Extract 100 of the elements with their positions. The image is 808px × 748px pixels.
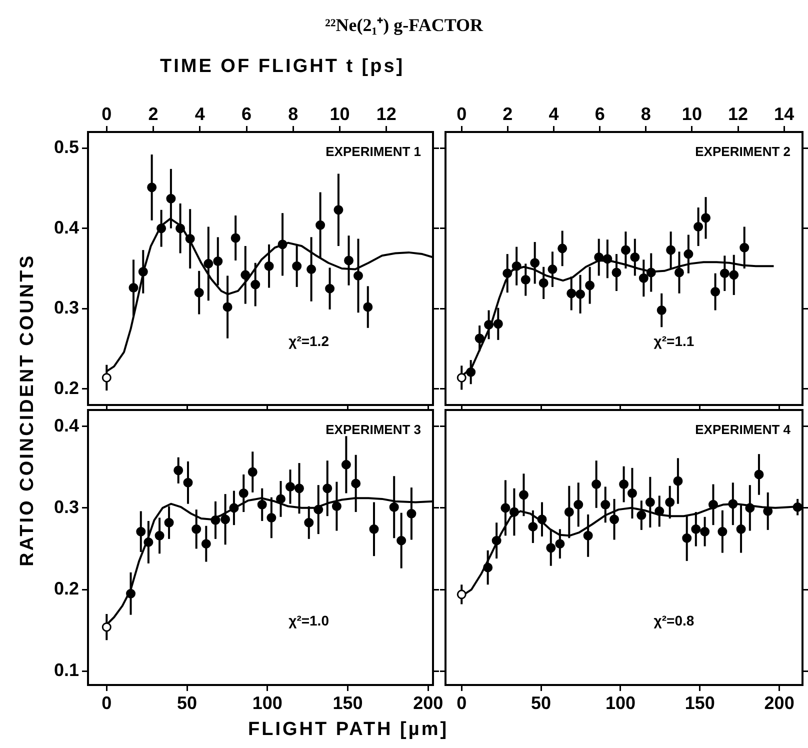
annotation: χ²=1.2 [288, 333, 330, 350]
point [304, 518, 314, 528]
x2-tick-label: 10 [682, 104, 702, 124]
point [546, 543, 556, 553]
point [694, 222, 704, 232]
annotation: χ²=1.1 [654, 333, 694, 350]
point [102, 622, 112, 632]
point [213, 256, 223, 266]
point [396, 536, 406, 546]
point [192, 524, 202, 534]
x-tick-label: 0 [456, 692, 467, 713]
point [638, 273, 648, 283]
point [204, 258, 214, 268]
point [128, 283, 138, 293]
x2-tick-label: 12 [376, 104, 396, 124]
point [102, 372, 112, 382]
point [576, 289, 586, 299]
x-tick-label: 50 [177, 692, 198, 713]
point [512, 261, 522, 271]
point [564, 507, 574, 517]
x-tick-label: 200 [764, 692, 794, 713]
x2-tick-label: 4 [548, 104, 559, 124]
point [612, 268, 622, 278]
point [583, 530, 593, 540]
point [341, 460, 351, 470]
point [691, 524, 701, 534]
point [389, 502, 399, 512]
point [538, 278, 548, 288]
x-tick-label: 100 [252, 692, 282, 713]
point [792, 502, 802, 512]
x2-tick-label: 4 [194, 104, 205, 124]
point [154, 530, 164, 540]
point [619, 480, 629, 490]
x2-tick-label: 8 [288, 104, 298, 124]
point [240, 270, 250, 280]
point [574, 500, 584, 510]
point [558, 244, 568, 254]
x2-tick-label: 14 [774, 104, 794, 124]
point [555, 539, 565, 549]
x2-tick-label: 8 [640, 104, 651, 124]
point [456, 372, 466, 382]
point [710, 287, 720, 297]
point [126, 588, 136, 598]
point [594, 252, 604, 262]
y-tick-label: 0.5 [54, 137, 79, 158]
point [183, 478, 193, 488]
point [316, 220, 326, 230]
point [492, 536, 502, 546]
point [718, 526, 728, 536]
y-tick-label: 0.2 [54, 578, 79, 598]
point [520, 274, 530, 284]
point [406, 508, 416, 518]
point [500, 503, 510, 513]
point [147, 182, 157, 192]
point [592, 480, 602, 490]
point [666, 245, 676, 255]
point [138, 266, 148, 276]
x2-tick-label: 2 [148, 104, 158, 124]
point [745, 503, 755, 513]
point [276, 494, 286, 504]
point [166, 194, 176, 204]
y-tick-label: 0.4 [54, 415, 79, 436]
annotation: EXPERIMENT 3 [326, 422, 421, 438]
point [278, 240, 288, 250]
x-tick-label: 200 [413, 692, 444, 713]
point [248, 467, 258, 477]
point [502, 268, 512, 278]
point [285, 482, 295, 492]
point [682, 533, 692, 543]
point [645, 497, 655, 507]
point [229, 503, 239, 513]
point [684, 249, 694, 259]
point [627, 488, 637, 498]
annotation: EXPERIMENT 1 [326, 144, 421, 160]
point [530, 258, 540, 268]
x2-tick-label: 12 [728, 104, 748, 124]
point [728, 499, 738, 509]
point [174, 466, 184, 476]
point [325, 284, 335, 294]
point [474, 334, 484, 344]
x2-tick-label: 6 [242, 104, 252, 124]
point [210, 515, 220, 525]
chart-title: ²²Ne(2₁⁺) g-FACTOR [324, 14, 484, 36]
point [528, 522, 538, 532]
point [156, 224, 166, 234]
x-tick-label: 150 [684, 692, 715, 713]
point [493, 319, 503, 329]
annotation: EXPERIMENT 2 [695, 144, 790, 160]
point [740, 242, 750, 252]
point [220, 514, 230, 524]
y-tick-label: 0.4 [54, 217, 79, 238]
point [144, 537, 154, 547]
annotation: χ²=1.0 [288, 612, 330, 629]
point [630, 252, 640, 262]
point [456, 590, 466, 600]
point [509, 507, 519, 517]
x2-tick-label: 0 [102, 104, 112, 124]
point [201, 539, 211, 549]
point [700, 526, 710, 536]
point [665, 497, 675, 507]
